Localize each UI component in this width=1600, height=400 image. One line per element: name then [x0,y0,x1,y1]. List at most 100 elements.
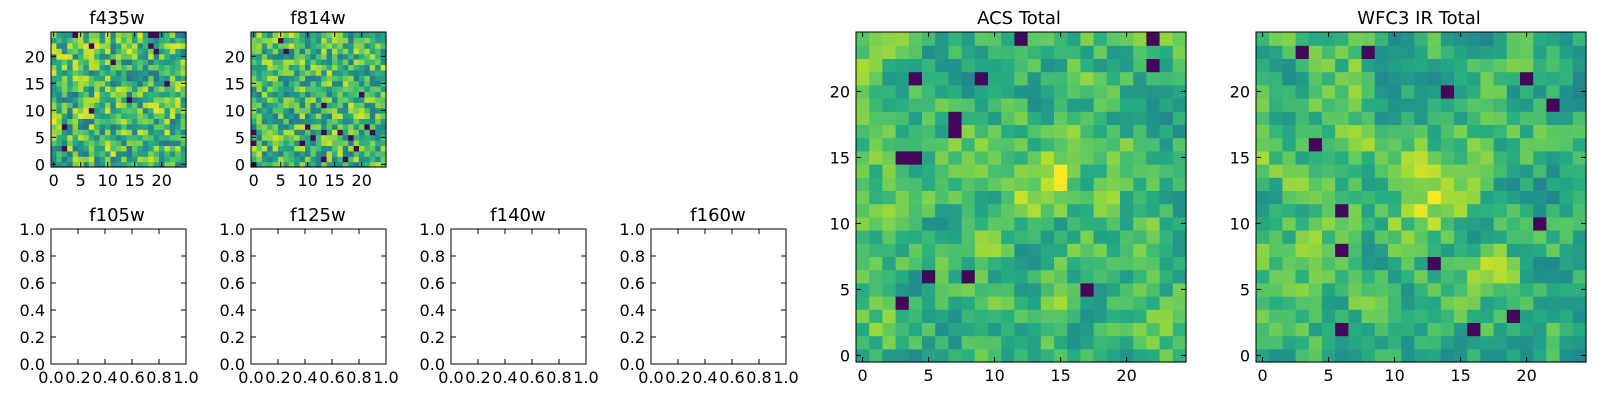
heatmap-cell [1388,84,1402,99]
heatmap-cell [61,123,68,130]
heatmap-cell [56,75,63,82]
heatmap-cell [1335,58,1349,73]
heatmap-cell [1067,269,1081,284]
heatmap-cell [283,59,290,65]
heatmap-cell [105,113,111,119]
heatmap-cell [142,140,149,146]
heatmap-cell [294,134,301,141]
heatmap-cell [148,80,155,87]
heatmap-cell [261,150,268,157]
heatmap-cell [988,335,1002,350]
heatmap-cell [869,203,883,218]
heatmap-cell [56,64,63,71]
heatmap-cell [67,140,74,146]
heatmap-cell [105,102,111,109]
heatmap-cell [88,37,95,44]
x-tick-label: 0.8 [546,368,571,387]
heatmap-cell [961,150,976,165]
heatmap-cell [61,91,68,98]
heatmap-cell [1454,32,1468,46]
heatmap-cell [180,156,187,163]
heatmap-cell [922,269,936,284]
heatmap-cell [342,80,349,87]
heatmap-cell [88,113,95,119]
heatmap-cell [94,129,101,136]
heatmap-cell [1361,111,1376,125]
heatmap-cell [1146,309,1161,323]
heatmap-cell [1027,335,1042,350]
heatmap-cell [1388,348,1402,363]
heatmap-cell [142,48,149,55]
heatmap-cell [935,335,949,350]
heatmap-cell [51,113,57,119]
heatmap-cell [1520,243,1534,257]
heatmap-cell [278,53,284,60]
heatmap-cell [1427,243,1442,257]
heatmap-cell [1120,322,1134,337]
heatmap-cell [256,91,263,98]
heatmap-cell [1093,124,1108,139]
heatmap-cell [61,102,68,109]
heatmap-cell [1133,230,1147,244]
heatmap-cell [922,256,936,271]
heatmap-cell [88,118,95,125]
heatmap-cell [175,91,182,98]
heatmap-cell [922,111,936,125]
heatmap-cell [1454,309,1468,323]
heatmap-cell [337,145,344,152]
heatmap-cell [1295,190,1310,205]
heatmap-cell [1027,309,1042,323]
heatmap-cell [1295,322,1310,337]
heatmap-cell [1295,335,1310,350]
heatmap-cell [94,107,101,114]
heatmap-cell [1440,98,1455,112]
heatmap-cell [1572,164,1587,178]
heatmap-cell [332,80,338,87]
heatmap-cell [1335,164,1349,178]
heatmap-cell [321,140,328,146]
heatmap-cell [1159,203,1174,218]
heatmap-cell [305,80,311,87]
heatmap-cell [105,86,111,92]
heatmap-cell [1106,84,1121,99]
heatmap-cell [142,32,149,38]
heatmap-cell [1559,58,1574,73]
heatmap-cell [132,69,138,76]
heatmap-cell [922,177,936,191]
heatmap-cell [315,129,322,136]
heatmap-cell [375,123,382,130]
heatmap-cell [294,42,301,49]
heatmap-cell [1440,322,1455,337]
heatmap-cell [132,102,138,109]
heatmap-cell [256,150,263,157]
y-tick-label: 10 [25,101,45,120]
x-tick-label: 0 [249,171,259,190]
heatmap-cell [283,80,290,87]
heatmap-cell [961,216,976,231]
heatmap-cell [283,102,290,109]
heatmap-cell [72,113,79,119]
heatmap-cell [153,140,160,146]
heatmap-cell [348,86,355,92]
heatmap-cell [1120,216,1134,231]
heatmap-cell [895,98,910,112]
heatmap-cell [164,156,171,163]
heatmap-cell [1172,137,1187,152]
heatmap-cell [1172,296,1187,310]
heatmap-cell [961,348,976,363]
heatmap-cell [882,243,897,257]
heatmap-cell [1506,190,1521,205]
heatmap-cell [1159,32,1174,46]
heatmap-cell [126,53,133,60]
heatmap-cell [1133,269,1147,284]
heatmap-cell [1388,216,1402,231]
heatmap-cell [326,123,333,130]
heatmap-cell [299,118,306,125]
heatmap-cell [1054,111,1068,125]
heatmap-cell [1067,322,1081,337]
heatmap-cell [78,69,84,76]
heatmap-cell [1374,124,1389,139]
heatmap-cell [1467,111,1481,125]
